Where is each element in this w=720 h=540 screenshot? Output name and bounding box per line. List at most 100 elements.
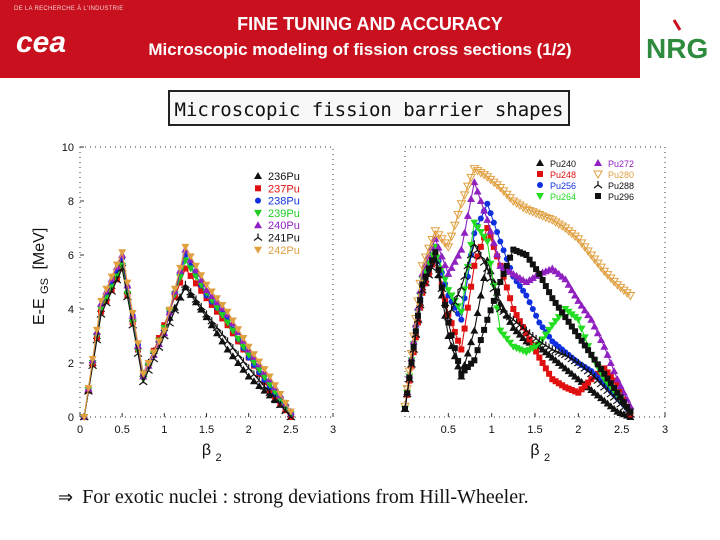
x-tick-label: 3	[662, 424, 668, 436]
data-point	[509, 343, 518, 351]
data-point	[402, 385, 413, 394]
data-point	[202, 313, 211, 321]
data-point	[558, 310, 567, 318]
legend-marker	[254, 172, 262, 179]
data-point	[181, 257, 190, 265]
data-point	[223, 310, 232, 318]
data-point	[442, 301, 449, 308]
data-point	[616, 408, 625, 416]
data-point	[499, 331, 508, 339]
data-point	[271, 383, 280, 391]
data-point	[265, 391, 274, 399]
series-line	[404, 242, 631, 415]
data-point	[624, 405, 631, 412]
data-point	[239, 343, 248, 351]
data-point	[496, 327, 505, 335]
data-point	[156, 338, 163, 345]
data-point	[108, 279, 115, 285]
data-point	[594, 361, 601, 368]
nrg-accent-mark	[672, 19, 682, 31]
data-point	[590, 388, 599, 396]
data-point	[533, 266, 540, 273]
data-point	[525, 329, 534, 337]
data-point	[515, 321, 525, 329]
data-point	[541, 331, 550, 339]
data-point	[557, 349, 567, 358]
data-point	[281, 406, 290, 415]
data-point	[401, 404, 409, 412]
data-point	[533, 348, 540, 355]
data-point	[423, 244, 434, 254]
data-point	[518, 203, 528, 213]
series-240Pu	[80, 245, 295, 420]
data-point	[435, 258, 442, 265]
series-line	[404, 202, 631, 412]
data-point	[124, 292, 131, 299]
data-point	[519, 334, 528, 342]
data-point	[572, 388, 579, 395]
data-point	[176, 266, 185, 274]
data-point	[596, 263, 606, 273]
data-point	[228, 327, 237, 335]
data-point	[564, 308, 573, 316]
data-point	[528, 340, 537, 348]
data-point	[545, 326, 554, 334]
data-point	[407, 357, 416, 365]
data-point	[604, 384, 611, 391]
data-point	[119, 254, 126, 261]
data-point	[571, 291, 580, 299]
data-point	[468, 252, 475, 258]
implies-arrow-icon: ⇒	[58, 487, 74, 508]
data-point	[594, 374, 601, 381]
data-point	[625, 410, 635, 418]
data-point	[607, 380, 614, 387]
data-point	[600, 342, 609, 350]
data-point	[410, 349, 417, 356]
data-point	[532, 271, 541, 279]
data-point	[482, 173, 493, 182]
data-point	[611, 391, 618, 398]
series-line	[83, 245, 292, 418]
data-point	[186, 288, 196, 296]
data-point	[531, 209, 541, 219]
data-point	[539, 276, 546, 283]
data-point	[566, 229, 577, 239]
data-point	[532, 343, 541, 351]
data-point	[526, 299, 533, 306]
series-237Pu	[81, 265, 294, 420]
data-point	[92, 333, 101, 340]
data-point	[535, 342, 544, 350]
data-point	[80, 413, 89, 420]
data-point	[271, 382, 280, 390]
data-point	[101, 298, 111, 307]
legend-label: 242Pu	[268, 245, 300, 257]
data-point	[509, 323, 518, 331]
data-point	[627, 411, 634, 418]
data-point	[123, 281, 132, 289]
data-point	[412, 327, 419, 334]
data-point	[523, 252, 530, 258]
data-point	[409, 337, 418, 345]
data-point	[260, 366, 269, 374]
data-point	[603, 350, 612, 358]
data-point	[536, 270, 543, 277]
data-point	[249, 377, 258, 385]
data-point	[460, 286, 469, 294]
data-point	[198, 287, 205, 294]
legend-label: 241Pu	[268, 233, 300, 245]
data-point	[415, 300, 425, 309]
data-point	[414, 308, 422, 316]
data-point	[486, 274, 495, 283]
data-point	[182, 252, 189, 258]
data-point	[515, 346, 524, 354]
data-point	[129, 319, 136, 326]
legend-marker	[536, 193, 544, 200]
data-point	[150, 349, 157, 356]
data-point	[412, 328, 419, 335]
title-line-1: FINE TUNING AND ACCURACY	[237, 14, 503, 34]
data-point	[97, 299, 106, 307]
data-point	[457, 308, 466, 316]
data-point	[453, 211, 463, 220]
data-point	[574, 316, 583, 324]
